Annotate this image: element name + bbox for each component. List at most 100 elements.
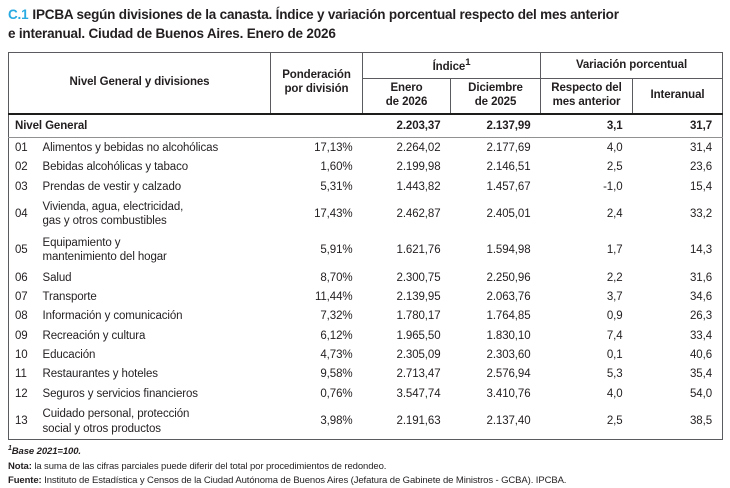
index-current-value: 2.139,95 xyxy=(396,290,441,303)
division-name: Información y comunicación xyxy=(42,310,183,323)
table-row: 02 Bebidas alcohólicas y tabaco 1,60% 2.… xyxy=(9,158,723,177)
var-mom-value: 2,4 xyxy=(606,208,623,221)
footnote-fuente: Fuente: Instituto de Estadística y Censo… xyxy=(8,474,722,488)
division-code: 03 xyxy=(15,180,28,193)
division-name: Recreación y cultura xyxy=(42,329,146,342)
table-header: Nivel General y divisiones Ponderación p… xyxy=(8,52,723,114)
total-var-yoy: 31,7 xyxy=(632,114,723,139)
header-division: Nivel General y divisiones xyxy=(8,52,271,114)
var-mom-value: 0,1 xyxy=(606,349,623,361)
var-mom-value: 2,5 xyxy=(606,415,623,428)
total-index-current: 2.203,37 xyxy=(362,114,451,139)
var-yoy-value: 31,4 xyxy=(690,141,712,154)
ipcba-table: Nivel General y divisiones Ponderación p… xyxy=(8,51,723,441)
var-yoy-value: 35,4 xyxy=(690,368,712,381)
index-footnote-marker: 1 xyxy=(465,56,471,68)
index-previous-value: 1.830,10 xyxy=(486,329,531,342)
var-mom-value: 2,2 xyxy=(606,271,623,284)
division-code: 09 xyxy=(15,329,28,342)
weight-value: 3,98% xyxy=(320,415,353,428)
total-var-mom: 3,1 xyxy=(540,114,633,139)
index-current-value: 2.713,47 xyxy=(396,368,441,381)
index-previous-value: 2.405,01 xyxy=(486,208,531,221)
table-row: 07 Transporte 11,44% 2.139,95 2.063,76 3… xyxy=(9,287,723,306)
table-row: 12 Seguros y servicios financieros 0,76%… xyxy=(9,384,723,403)
var-yoy-value: 33,4 xyxy=(690,329,712,342)
division-name: Restaurantes y hoteles xyxy=(42,368,159,381)
header-index-group: Índice1 xyxy=(362,52,541,80)
var-yoy-value: 33,2 xyxy=(690,208,712,221)
division-name: Educación xyxy=(42,349,96,361)
header-index-label: Índice xyxy=(432,60,466,73)
table-row: 04 Vivienda, agua, electricidad, gas y o… xyxy=(9,197,723,233)
weight-value: 11,44% xyxy=(314,290,353,303)
table-row: 10 Educación 4,73% 2.305,09 2.303,60 0,1… xyxy=(9,346,723,365)
header-yoy-variation: Interanual xyxy=(650,89,705,102)
index-previous-value: 2.137,40 xyxy=(486,415,531,428)
table-row: 13 Cuidado personal, protección social y… xyxy=(9,404,723,440)
header-variation-group: Variación porcentual xyxy=(540,52,723,80)
table-row: 01 Alimentos y bebidas no alcohólicas 17… xyxy=(9,138,723,158)
var-mom-value: 1,7 xyxy=(606,243,623,256)
var-mom-value: 4,0 xyxy=(606,387,623,400)
division-name: Prendas de vestir y calzado xyxy=(42,180,182,193)
index-previous-value: 2.146,51 xyxy=(486,161,531,174)
title-text: IPCBA según divisiones de la canasta. Ín… xyxy=(8,7,619,41)
var-yoy-value: 31,6 xyxy=(690,271,712,284)
index-previous-value: 2.063,76 xyxy=(486,290,531,303)
division-name: Cuidado personal, protección social y ot… xyxy=(42,408,190,435)
nota-label: Nota: xyxy=(8,460,32,472)
var-yoy-value: 38,5 xyxy=(690,415,712,428)
total-row: Nivel General 2.203,37 2.137,99 3,1 31,7 xyxy=(8,114,723,139)
index-current-value: 3.547,74 xyxy=(396,387,441,400)
weight-value: 8,70% xyxy=(320,271,353,284)
var-yoy-value: 15,4 xyxy=(690,180,712,193)
division-code: 10 xyxy=(15,349,28,361)
total-weight xyxy=(270,114,363,139)
index-previous-value: 3.410,76 xyxy=(486,387,531,400)
fuente-text: Instituto de Estadística y Censos de la … xyxy=(41,475,567,487)
division-name: Seguros y servicios financieros xyxy=(42,387,199,400)
footnote-base-text: Base 2021=100. xyxy=(11,446,81,458)
var-mom-value: 4,0 xyxy=(606,141,623,154)
weight-value: 9,58% xyxy=(320,368,353,381)
index-previous-value: 1.594,98 xyxy=(486,243,531,256)
index-previous-value: 1.457,67 xyxy=(486,180,531,193)
index-previous-value: 2.250,96 xyxy=(486,271,531,284)
division-name: Transporte xyxy=(42,290,97,303)
weight-value: 1,60% xyxy=(320,161,353,174)
index-previous-value: 2.576,94 xyxy=(486,368,531,381)
weight-value: 17,43% xyxy=(314,208,353,221)
total-label: Nivel General xyxy=(8,114,271,139)
division-code: 07 xyxy=(15,290,28,303)
division-code: 12 xyxy=(15,387,28,400)
footnote-base: 1Base 2021=100. xyxy=(8,444,722,459)
weight-value: 4,73% xyxy=(320,349,353,361)
table-number: C.1 xyxy=(8,7,29,22)
table-row: 11 Restaurantes y hoteles 9,58% 2.713,47… xyxy=(9,365,723,384)
table-row: 05 Equipamiento y mantenimiento del hoga… xyxy=(9,232,723,268)
index-current-value: 1.965,50 xyxy=(396,329,441,342)
weight-value: 7,32% xyxy=(320,310,353,323)
division-code: 01 xyxy=(15,141,28,154)
index-current-value: 1.780,17 xyxy=(396,310,441,323)
var-mom-value: 0,9 xyxy=(606,310,623,323)
header-previous-month: Diciembre de 2025 xyxy=(450,78,541,114)
index-previous-value: 2.177,69 xyxy=(486,141,531,154)
fuente-label: Fuente: xyxy=(8,475,42,487)
weight-value: 17,13% xyxy=(314,141,353,154)
table-row: 03 Prendas de vestir y calzado 5,31% 1.4… xyxy=(9,177,723,196)
table-row: 08 Información y comunicación 7,32% 1.78… xyxy=(9,307,723,326)
header-current-month: Enero de 2026 xyxy=(362,78,451,114)
var-mom-value: 5,3 xyxy=(606,368,623,381)
division-code: 05 xyxy=(15,243,28,256)
weight-value: 6,12% xyxy=(320,329,353,342)
var-yoy-value: 14,3 xyxy=(690,243,712,256)
var-yoy-value: 23,6 xyxy=(690,161,712,174)
index-current-value: 2.305,09 xyxy=(396,349,441,361)
division-code: 11 xyxy=(15,368,27,381)
total-index-previous: 2.137,99 xyxy=(450,114,541,139)
division-name: Alimentos y bebidas no alcohólicas xyxy=(42,141,219,154)
nota-text: la suma de las cifras parciales puede di… xyxy=(31,460,387,472)
index-current-value: 2.300,75 xyxy=(396,271,441,284)
